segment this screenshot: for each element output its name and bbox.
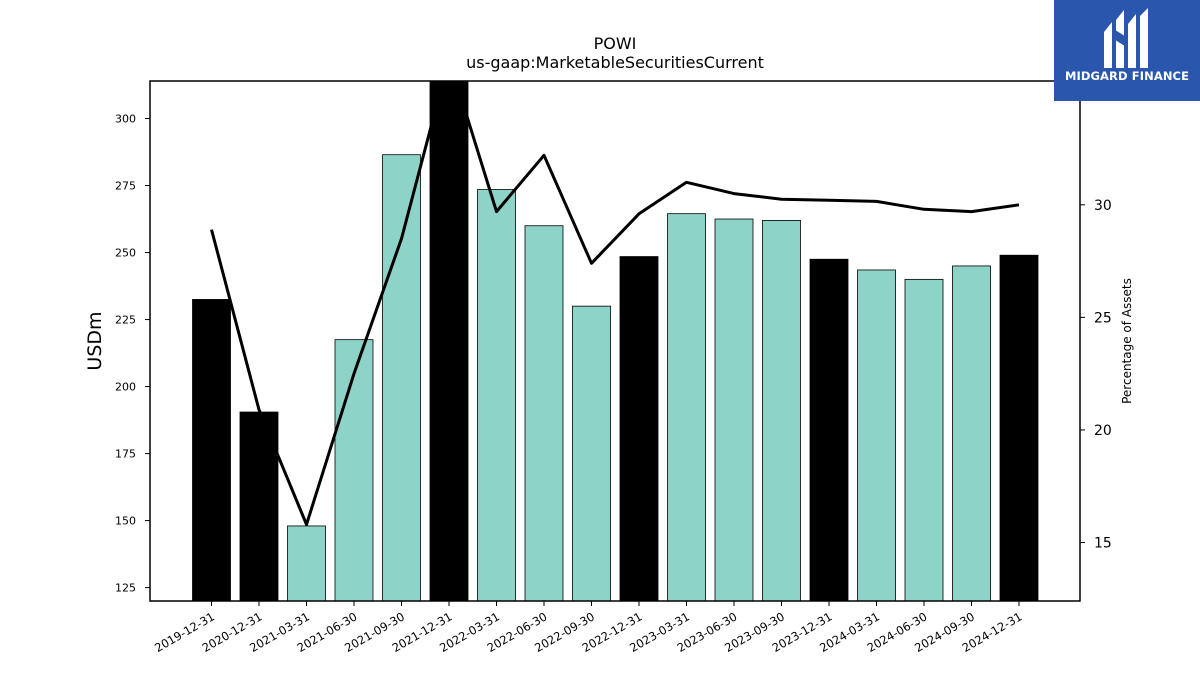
bar-2024-09-30 <box>952 265 991 602</box>
bar-2021-06-30 <box>334 339 374 602</box>
y2-tick-label-20: 20 <box>1094 423 1112 439</box>
y-tick-label-125: 125 <box>115 582 136 595</box>
x-axis: 2019-12-312020-12-312021-03-312021-06-30… <box>152 601 1025 655</box>
y-tick-label-300: 300 <box>115 113 136 126</box>
y-tick-label-225: 225 <box>115 314 136 327</box>
bar-2021-12-31 <box>429 80 469 602</box>
bar-2022-12-31 <box>619 256 659 602</box>
y-axis-label: USDm <box>84 311 106 370</box>
y-tick-label-250: 250 <box>115 247 136 260</box>
y-tick-label-175: 175 <box>115 448 136 461</box>
bar-2021-03-31 <box>287 525 326 602</box>
line-layer <box>210 81 1020 526</box>
bar-2022-09-30 <box>572 305 611 602</box>
chart-subtitle: us-gaap:MarketableSecuritiesCurrent <box>466 53 764 72</box>
bar-2019-12-31 <box>192 299 231 602</box>
bar-2024-12-31 <box>999 254 1039 602</box>
y-axis-right: 15 20 25 30 <box>1080 198 1112 551</box>
bar-2022-03-31 <box>477 189 516 602</box>
chart-title: POWI <box>594 34 637 53</box>
bar-2023-12-31 <box>809 258 849 602</box>
y-tick-label-275: 275 <box>115 180 136 193</box>
bar-2023-06-30 <box>714 218 754 602</box>
bar-2024-06-30 <box>904 278 944 602</box>
bar-2023-03-31 <box>667 213 706 602</box>
logo-text: MIDGARD FINANCE <box>1064 69 1190 83</box>
y2-tick-label-30: 30 <box>1094 198 1112 214</box>
logo-mark-icon <box>1104 8 1148 68</box>
percentage-line <box>210 81 1020 526</box>
y2-tick-label-15: 15 <box>1094 535 1112 551</box>
bar-2024-03-31 <box>857 269 896 602</box>
y-tick-label-150: 150 <box>115 515 136 528</box>
y-tick-label-200: 200 <box>115 381 136 394</box>
plot-frame <box>149 80 1081 602</box>
midgard-finance-logo: MIDGARD FINANCE <box>1054 0 1200 101</box>
y-axis-left: 125 150 175 200 225 250 275 300 <box>115 113 150 595</box>
bar-2022-06-30 <box>524 225 564 602</box>
y2-axis-label: Percentage of Assets <box>1120 278 1134 404</box>
bars-layer <box>192 80 1039 602</box>
bar-2023-09-30 <box>762 219 801 602</box>
y2-tick-label-25: 25 <box>1094 310 1112 326</box>
bar-2021-09-30 <box>382 154 421 602</box>
